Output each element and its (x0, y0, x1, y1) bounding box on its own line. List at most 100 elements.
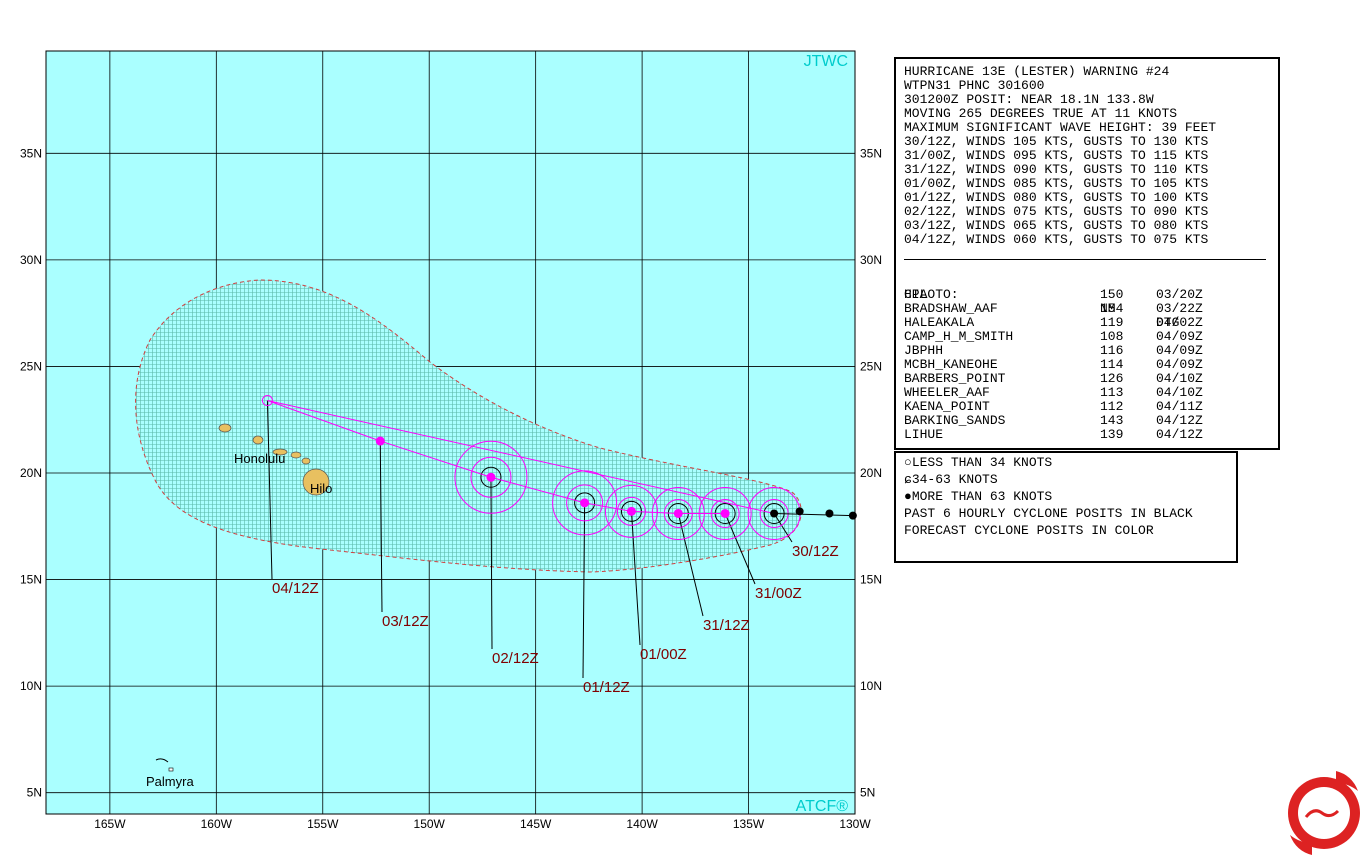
graticule (46, 51, 856, 814)
forecast-position (261, 395, 273, 407)
cpa-header: CPA TO: NM DTG (904, 287, 1180, 330)
lon-label: 165W (94, 817, 126, 831)
lat-label-left: 25N (20, 359, 42, 373)
island (302, 468, 330, 496)
axis-labels: 165W 160W 155W 150W 145W 140W 135W 130W 35N 35N 30… (20, 146, 882, 831)
island (272, 448, 288, 456)
legend-past: PAST 6 HOURLY CYCLONE POSITS IN BLACK (904, 506, 1193, 521)
island (301, 457, 311, 465)
warning-panel: HURRICANE 13E (LESTER) WARNING #24 WTPN3… (894, 57, 1280, 450)
island (252, 435, 264, 445)
divider (904, 259, 1266, 260)
forecast-track (267, 400, 775, 514)
dtg-label: 02/12Z (492, 650, 539, 667)
agency-top: JTWC (804, 53, 848, 70)
warning-wave: MAXIMUM SIGNIFICANT WAVE HEIGHT: 39 FEET (904, 120, 1217, 135)
legend-mid: ɕ34-63 KNOTS (904, 472, 998, 487)
dtg-label: 04/12Z (272, 580, 319, 597)
dtg-label: 31/12Z (703, 617, 750, 634)
lat-label-left: 10N (20, 679, 42, 693)
island (290, 451, 302, 459)
lat-label-right: 5N (860, 786, 875, 800)
lon-label: 140W (626, 817, 658, 831)
dtg-label: 01/12Z (583, 679, 630, 696)
jtwc-seal-icon (1288, 771, 1360, 855)
lon-label: 145W (520, 817, 552, 831)
label-leaders (266, 400, 793, 679)
lat-label-right: 15N (860, 573, 882, 587)
lat-label-right: 25N (860, 359, 882, 373)
forecast-line: 30/12Z, WINDS 105 KTS, GUSTS TO 130 KTS (904, 134, 1209, 149)
lat-label-left: 20N (20, 466, 42, 480)
lon-label: 160W (201, 817, 233, 831)
dtg-label: 30/12Z (792, 543, 839, 560)
wind-radius-34 (604, 484, 658, 538)
track-map: 165W 160W 155W 150W 145W 140W 135W 130W 35N 35N 30… (20, 50, 882, 831)
legend-panel: ○LESS THAN 34 KNOTS ɕ34-63 KNOTS ●MORE T… (894, 451, 1238, 563)
lat-label-left: 5N (27, 786, 42, 800)
past-track (774, 512, 853, 517)
forecast-position (626, 506, 636, 516)
lat-label-left: 30N (20, 253, 42, 267)
atoll (155, 758, 169, 763)
past-position (795, 507, 804, 516)
leader-line (773, 513, 793, 543)
warning-posit: 301200Z POSIT: NEAR 18.1N 133.8W (904, 92, 1154, 107)
track-point-labels: 30/12Z 31/00Z 31/12Z 01/00Z 01/12Z 02/12Z 03/1… (272, 543, 839, 696)
current-position (770, 509, 779, 518)
lat-label-right: 20N (860, 466, 882, 480)
dtg-label: 03/12Z (382, 613, 429, 630)
lon-label: 130W (839, 817, 871, 831)
storm-symbol-icon: ɕ (904, 472, 912, 487)
forecast-line: 31/12Z, WINDS 090 KTS, GUSTS TO 110 KTS (904, 162, 1209, 177)
lon-label: 150W (414, 817, 446, 831)
lat-label-right: 10N (860, 679, 882, 693)
forecast-line: 01/00Z, WINDS 085 KTS, GUSTS TO 105 KTS (904, 176, 1209, 191)
atoll-marker (168, 767, 174, 772)
place-hilo: Hilo (310, 481, 332, 496)
warning-header: WTPN31 PHNC 301600 (904, 78, 1045, 93)
leader-line (724, 513, 756, 585)
legend-forecast: FORECAST CYCLONE POSITS IN COLOR (904, 523, 1154, 538)
lon-label: 135W (733, 817, 765, 831)
islands (155, 423, 330, 772)
past-position (825, 509, 834, 518)
forecast-position (486, 472, 496, 482)
wind-radius-50 (566, 484, 604, 522)
wind-radius-50 (470, 456, 512, 498)
leader-line (490, 477, 493, 650)
forecast-line: 03/12Z, WINDS 065 KTS, GUSTS TO 080 KTS (904, 218, 1209, 233)
forecast-line: 31/00Z, WINDS 095 KTS, GUSTS TO 115 KTS (904, 148, 1209, 163)
dtg-label: 31/00Z (755, 585, 802, 602)
wind-radius-34 (454, 440, 528, 514)
wind-radius-50 (616, 496, 646, 526)
leader-line (379, 441, 383, 613)
forecast-position (375, 436, 385, 446)
warning-title: HURRICANE 13E (LESTER) WARNING #24 (904, 64, 1170, 79)
leader-line (630, 511, 641, 646)
legend-more63: ●MORE THAN 63 KNOTS (904, 489, 1053, 504)
forecast-position (673, 508, 683, 518)
lat-label-left: 35N (20, 146, 42, 160)
forecast-line: 01/12Z, WINDS 080 KTS, GUSTS TO 100 KTS (904, 190, 1209, 205)
lon-label: 155W (307, 817, 339, 831)
forecast-position (580, 498, 590, 508)
wind-radius-64 (480, 466, 502, 488)
leader-line (677, 513, 704, 617)
danger-swath (135, 279, 802, 573)
lat-label-right: 30N (860, 253, 882, 267)
track-points (261, 395, 857, 520)
leader-line (266, 400, 273, 580)
forecast-position (720, 508, 730, 518)
dtg-label: 01/00Z (640, 646, 687, 663)
wind-radius-64 (574, 492, 596, 514)
open-circle-icon: ○ (904, 455, 912, 470)
legend-less34: ○LESS THAN 34 KNOTS (904, 455, 1053, 470)
hurricane-symbol-icon: ● (904, 489, 912, 504)
lat-label-left: 15N (20, 573, 42, 587)
warning-moving: MOVING 265 DEGREES TRUE AT 11 KNOTS (904, 106, 1178, 121)
leader-line (582, 502, 586, 679)
forecast-line: 04/12Z, WINDS 060 KTS, GUSTS TO 075 KTS (904, 232, 1209, 247)
place-palmyra: Palmyra (146, 774, 194, 789)
island (218, 423, 232, 433)
